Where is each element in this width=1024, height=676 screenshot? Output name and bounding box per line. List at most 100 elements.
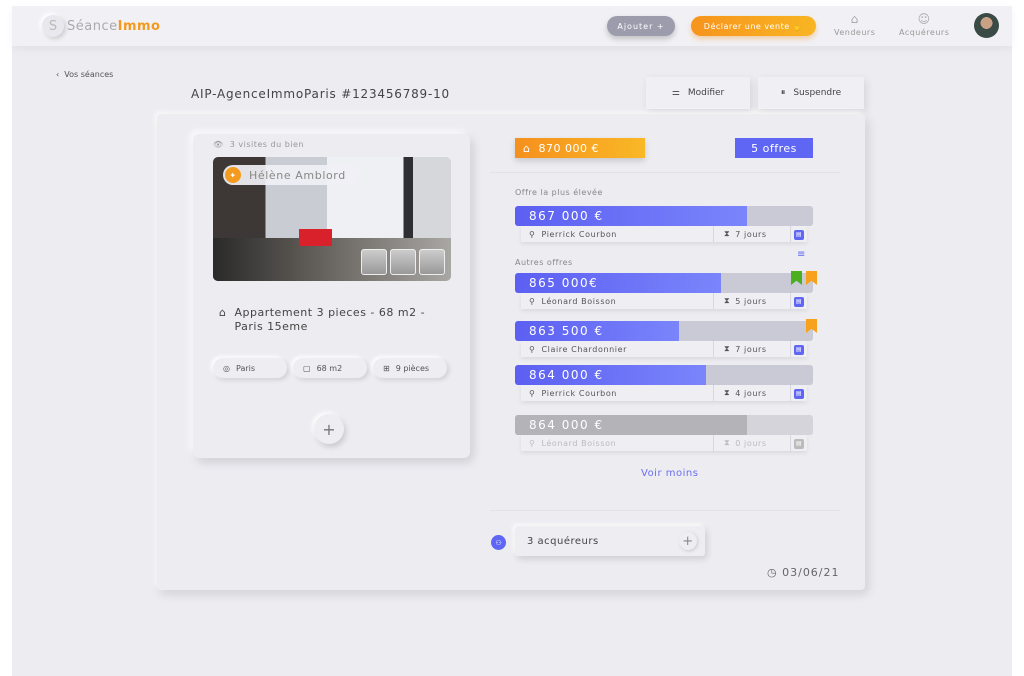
divider: [490, 172, 840, 173]
thumbnail[interactable]: [419, 249, 445, 275]
filter-icon[interactable]: ≡: [797, 249, 806, 260]
offer-bar-fill: [515, 273, 721, 293]
property-title: Appartement 3 pieces - 68 m2 - Paris 15e…: [234, 306, 426, 333]
offer-bar: 864 000 €: [515, 365, 813, 385]
logo-icon: S: [42, 15, 64, 37]
top-bar: S SéanceImmo Ajouter + Déclarer une vent…: [12, 6, 1012, 46]
offer-item[interactable]: 867 000 € ⚲ Pierrick Courbon ⧗ 7 jours ▤: [515, 206, 813, 242]
offer-item[interactable]: 864 000 € ⚲ Pierrick Courbon ⧗ 4 jours ▤: [515, 365, 813, 401]
offer-bar: 867 000 €: [515, 206, 813, 226]
buyers-box[interactable]: 3 acquéreurs +: [515, 526, 705, 556]
logo[interactable]: S SéanceImmo: [42, 15, 160, 37]
offer-amount: 864 000 €: [529, 368, 604, 382]
clock-icon: ◷: [767, 566, 778, 579]
agent-badge: ✦ Hélène Amblord: [223, 165, 360, 185]
offer-item[interactable]: 865 000€ ⚲ Léonard Boisson ⧗ 5 jours ▤: [515, 271, 817, 309]
home-icon: ⌂: [219, 306, 227, 319]
offer-duration: 4 jours: [735, 388, 767, 398]
sliders-icon: ⚌: [671, 88, 680, 98]
eye-icon: 👁: [213, 140, 224, 149]
offer-amount: 863 500 €: [529, 324, 604, 338]
offer-duration: 0 jours: [735, 438, 767, 448]
offer-amount: 865 000€: [529, 276, 599, 290]
document-icon[interactable]: ▤: [794, 344, 804, 355]
offer-item[interactable]: 864 000 € ⚲ Léonard Boisson ⧗ 0 jours ▤: [515, 415, 813, 451]
thumbnail[interactable]: [390, 249, 416, 275]
thumbnail[interactable]: [361, 249, 387, 275]
plus-icon: +: [322, 419, 336, 439]
back-link[interactable]: ‹ Vos séances: [56, 70, 114, 79]
bookmark-icon[interactable]: [791, 271, 802, 285]
rooms-icon: ⊞: [383, 363, 390, 373]
buyer-icon: ⚲: [529, 344, 536, 354]
document-icon[interactable]: ▤: [794, 296, 804, 307]
document-icon[interactable]: ▤: [794, 229, 804, 240]
app: S SéanceImmo Ajouter + Déclarer une vent…: [12, 6, 1012, 676]
modify-button[interactable]: ⚌ Modifier: [646, 77, 750, 109]
section-label: Autres offres: [515, 258, 573, 267]
chip-location: ◎ Paris: [213, 358, 287, 378]
hourglass-icon: ⧗: [724, 229, 731, 238]
location-pin-icon: ◎: [223, 363, 230, 373]
offer-bar-fill: [515, 365, 706, 385]
add-buyer-button[interactable]: +: [679, 532, 697, 550]
photo-thumbnails[interactable]: [361, 249, 445, 275]
offer-duration: 7 jours: [735, 229, 767, 239]
bookmark-icon[interactable]: [806, 271, 817, 285]
offer-amount: 867 000 €: [529, 209, 604, 223]
offer-item[interactable]: 863 500 € ⚲ Claire Chardonnier ⧗ 7 jours ▤: [515, 319, 817, 357]
hourglass-icon: ⧗: [724, 438, 731, 447]
add-button[interactable]: Ajouter +: [607, 16, 675, 36]
buyer-icon: ⚲: [529, 296, 536, 306]
offer-bar-fill: [515, 206, 748, 226]
buyer-name: Pierrick Courbon: [541, 229, 617, 239]
offer-duration: 7 jours: [735, 344, 767, 354]
nav-vendeurs[interactable]: ⌂ Vendeurs: [834, 12, 876, 37]
offer-duration: 5 jours: [735, 296, 767, 306]
suspend-button[interactable]: ⏸ Suspendre: [758, 77, 864, 109]
offers-count-badge[interactable]: 5 offres: [735, 138, 813, 158]
divider: [490, 510, 840, 511]
document-icon[interactable]: ▤: [794, 438, 804, 449]
chip-surface: ▢ 68 m2: [293, 358, 367, 378]
buyer-name: Claire Chardonnier: [541, 344, 628, 354]
property-photo[interactable]: ✦ Hélène Amblord: [213, 157, 451, 281]
offer-bar-fill: [515, 321, 679, 341]
chevron-left-icon: ‹: [56, 70, 60, 79]
declare-sale-button[interactable]: Déclarer une vente ✋: [691, 16, 816, 36]
agent-icon: ✦: [225, 167, 241, 183]
buyers-icon: ⚇: [491, 535, 506, 550]
avatar[interactable]: [974, 13, 999, 38]
bookmark-icon[interactable]: [806, 319, 817, 333]
chip-rooms: ⊞ 9 pièces: [373, 358, 447, 378]
offer-bar: 865 000€: [515, 273, 813, 293]
hand-icon: ✋: [792, 21, 804, 31]
hourglass-icon: ⧗: [724, 388, 731, 397]
hourglass-icon: ⧗: [724, 344, 731, 353]
buyer-icon: ⚲: [529, 438, 536, 448]
offer-bar: 863 500 €: [515, 321, 813, 341]
property-card: 👁 3 visites du bien ✦ Hélène Amblord ⌂ App…: [193, 134, 470, 458]
page-title: AIP-AgenceImmoParis #123456789-10: [191, 87, 450, 101]
buyer-icon: ⚲: [529, 388, 536, 398]
hand-person-icon: ☺: [917, 12, 931, 26]
asking-price: ⌂ 870 000 €: [515, 138, 645, 158]
nav-acquereurs[interactable]: ☺ Acquéreurs: [899, 12, 950, 37]
hourglass-icon: ⧗: [724, 296, 731, 305]
surface-icon: ▢: [303, 363, 311, 373]
hand-house-icon: ⌂: [850, 12, 859, 26]
pause-icon: ⏸: [780, 88, 786, 98]
add-property-button[interactable]: +: [314, 414, 344, 444]
document-icon[interactable]: ▤: [794, 388, 804, 399]
section-label: Offre la plus élevée: [515, 188, 603, 197]
home-icon: ⌂: [523, 141, 531, 155]
buyer-name: Pierrick Courbon: [541, 388, 617, 398]
buyer-name: Léonard Boisson: [541, 438, 617, 448]
see-less-link[interactable]: Voir moins: [641, 468, 699, 479]
offer-bar: 864 000 €: [515, 415, 813, 435]
buyer-name: Léonard Boisson: [541, 296, 617, 306]
session-panel: 👁 3 visites du bien ✦ Hélène Amblord ⌂ App…: [157, 114, 865, 590]
buyer-icon: ⚲: [529, 229, 536, 239]
offer-amount: 864 000 €: [529, 418, 604, 432]
offer-bar-fill: [515, 415, 748, 435]
